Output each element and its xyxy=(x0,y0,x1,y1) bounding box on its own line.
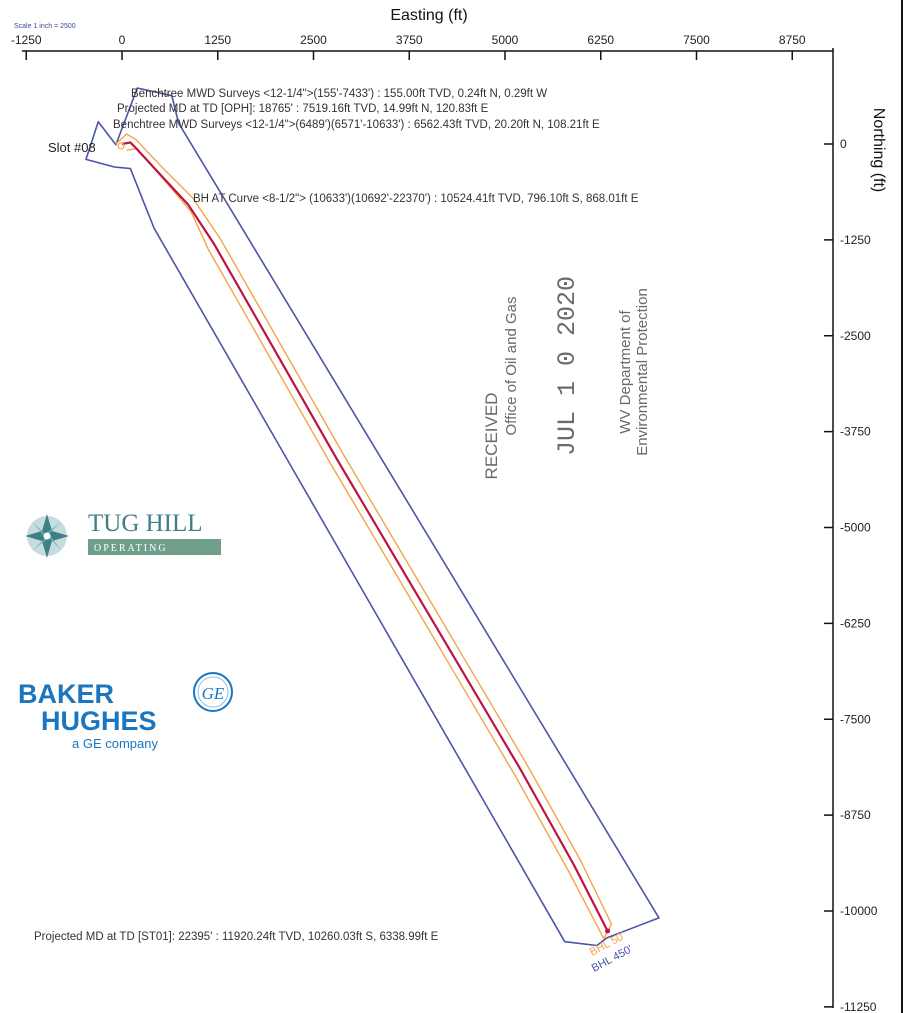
compass-rose-icon xyxy=(25,514,69,558)
wellpath-line xyxy=(121,141,609,932)
ge-monogram-icon: GE xyxy=(193,672,233,712)
annotation-benchtree-2: Benchtree MWD Surveys <12-1/4">(6489')(6… xyxy=(113,119,600,131)
x-tick-label: 6250 xyxy=(587,33,614,47)
x-tick-label: 5000 xyxy=(492,33,519,47)
x-tick-label: 0 xyxy=(119,33,126,47)
x-tick-label: 1250 xyxy=(204,33,231,47)
annotation-benchtree-1: Benchtree MWD Surveys <12-1/4">(155'-743… xyxy=(131,88,547,100)
wellpath-td-point xyxy=(605,928,611,934)
y-tick-label: -6250 xyxy=(840,616,871,630)
stamp-received: RECEIVED xyxy=(482,393,501,480)
ge-company-text: a GE company xyxy=(72,736,158,751)
slot-marker xyxy=(117,142,125,150)
x-tick-label: -1250 xyxy=(11,33,42,47)
tug-hill-operating-bar xyxy=(88,539,221,555)
y-tick-label: -10000 xyxy=(840,904,878,918)
annotation-projected-oph: Projected MD at TD [OPH]: 18765' : 7519.… xyxy=(117,103,489,115)
x-tick-label: 2500 xyxy=(300,33,327,47)
y-tick-label: -2500 xyxy=(840,329,871,343)
x-tick-label: 7500 xyxy=(683,33,710,47)
x-tick-label: 8750 xyxy=(779,33,806,47)
y-tick-label: -3750 xyxy=(840,425,871,439)
annotation-bh-at-curve: BH AT Curve <8-1/2"> (10633')(10692'-223… xyxy=(193,193,639,205)
tug-hill-operating: OPERATING xyxy=(94,543,168,554)
y-tick-label: -1250 xyxy=(840,233,871,247)
offset-line-left xyxy=(115,133,613,925)
y-tick-label: 0 xyxy=(840,137,847,151)
x-ticks: -1250 0 1250 2500 3750 5000 6250 7500 8750 xyxy=(11,33,806,60)
y-tick-label: -7500 xyxy=(840,712,871,726)
x-tick-label: 3750 xyxy=(396,33,423,47)
hughes-text: HUGHES xyxy=(41,706,157,736)
slot-label: Slot #08 xyxy=(48,140,96,155)
wellpath-layer xyxy=(121,141,611,934)
annotation-projected-st01: Projected MD at TD [ST01]: 22395' : 1192… xyxy=(34,931,439,943)
tug-hill-logo: TUG HILL OPERATING xyxy=(25,510,221,558)
stamp-office: Office of Oil and Gas xyxy=(503,297,520,436)
stamp-env-protection: Environmental Protection xyxy=(634,288,651,456)
y-tick-label: -8750 xyxy=(840,808,871,822)
y-axis-title: Northing (ft) xyxy=(870,108,887,192)
ge-monogram-text: GE xyxy=(202,684,225,703)
y-ticks: 0 -1250 -2500 -3750 -5000 -6250 -7500 -8750 -100… xyxy=(824,137,878,1013)
x-axis: Easting (ft) Scale 1 inch = 2500 -1250 0 1… xyxy=(11,7,833,60)
x-axis-title: Easting (ft) xyxy=(390,7,467,24)
y-tick-label: -11250 xyxy=(840,1000,877,1013)
y-axis: Northing (ft) 0 -1250 -2500 -3750 -5000 -6250… xyxy=(824,48,887,1013)
baker-text: BAKER xyxy=(18,679,114,709)
scale-note: Scale 1 inch = 2500 xyxy=(14,23,76,30)
hardline-boundary-polygon xyxy=(85,87,660,947)
stamp-wv-dept: WV Department of xyxy=(617,309,634,433)
stamp-date: JUL 1 0 2020 xyxy=(553,276,582,456)
y-tick-label: -5000 xyxy=(840,521,871,535)
baker-hughes-logo: BAKER HUGHES a GE company GE xyxy=(18,672,233,751)
hardline-boundary-layer xyxy=(85,87,660,947)
received-stamp: RECEIVED Office of Oil and Gas JUL 1 0 2… xyxy=(482,276,651,479)
tug-hill-name: TUG HILL xyxy=(88,510,203,537)
